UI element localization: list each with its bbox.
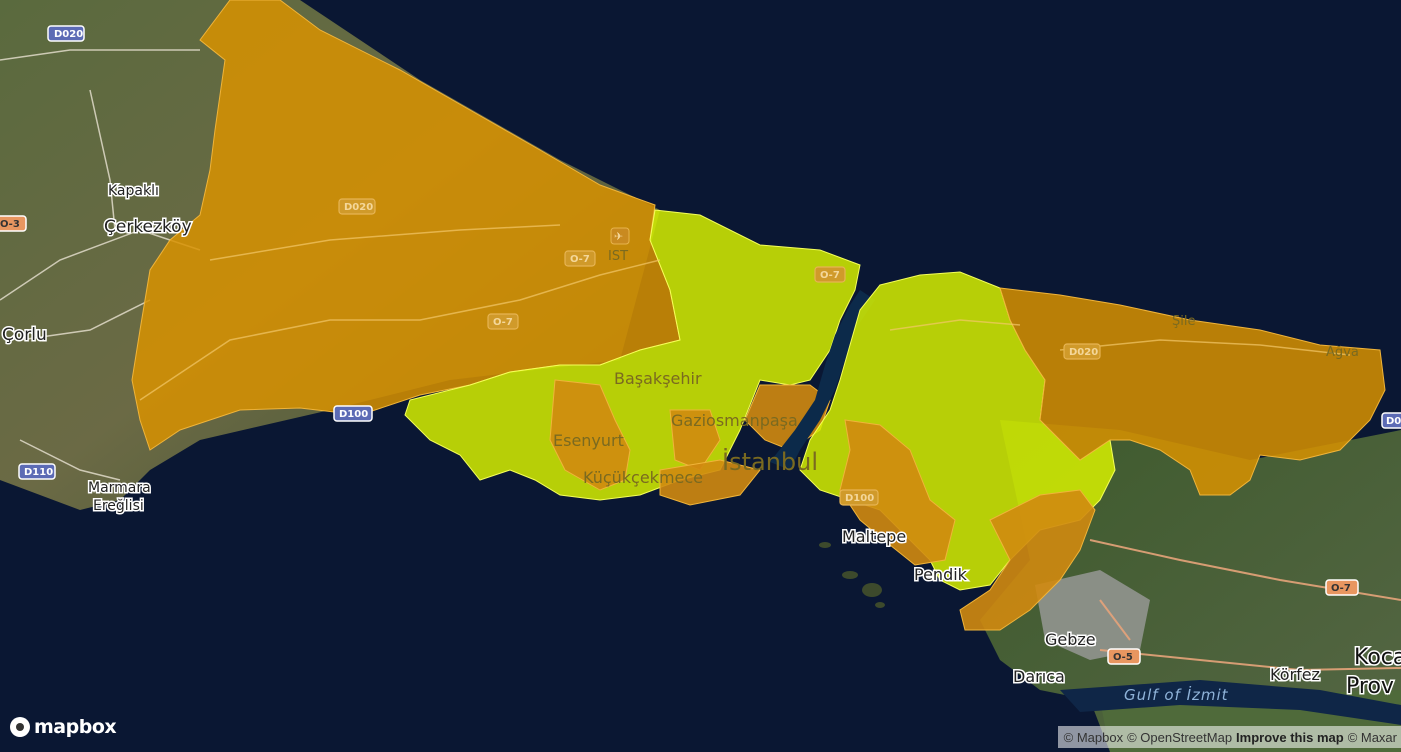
shield-o7-east: O-7 <box>1325 579 1359 596</box>
bosphorus <box>770 290 875 470</box>
shield-d020-e: D020 <box>1063 343 1101 360</box>
svg-text:O-3: O-3 <box>0 219 20 230</box>
label-gebze: Gebze <box>1045 630 1096 649</box>
svg-text:✈: ✈ <box>614 230 623 243</box>
svg-text:O-7: O-7 <box>1331 583 1351 594</box>
region-coast-kucukcekmece <box>659 459 761 506</box>
svg-text:O-7: O-7 <box>820 270 840 281</box>
attribution-osm[interactable]: © OpenStreetMap <box>1127 729 1233 745</box>
label-korfez: Körfez <box>1270 665 1320 684</box>
svg-text:D100: D100 <box>845 493 874 504</box>
airport-icon: ✈ <box>610 227 630 245</box>
attribution-maxar[interactable]: © Maxar <box>1347 729 1397 745</box>
region-roads <box>139 224 1351 401</box>
shield-o7-b: O-7 <box>487 313 519 330</box>
shield-d020-nw: D020 <box>47 25 85 42</box>
region-europe-high <box>131 0 681 451</box>
mapbox-logo-text: mapbox <box>34 716 117 738</box>
label-koca: Koca <box>1354 645 1401 670</box>
label-sile: Şile <box>1172 314 1195 329</box>
svg-text:D020: D020 <box>1069 347 1098 358</box>
shield-o5: O-5 <box>1107 648 1141 665</box>
label-ist: IST <box>608 249 628 264</box>
label-esenyurt: Esenyurt <box>553 431 624 450</box>
region-esenyurt <box>549 379 631 491</box>
svg-text:D020: D020 <box>54 29 83 40</box>
label-corlu: Çorlu <box>2 325 47 345</box>
attribution-mapbox[interactable]: © Mapbox <box>1063 729 1124 745</box>
shield-d0-right: D0 <box>1381 412 1401 429</box>
label-kapakli: Kapaklı <box>108 183 159 199</box>
svg-text:D0: D0 <box>1386 416 1401 427</box>
label-cerkezkoy: Çerkezköy <box>104 217 192 237</box>
region-europe-low <box>404 209 861 501</box>
label-basaksehir: Başakşehir <box>614 369 702 388</box>
gulf-water <box>1060 680 1401 725</box>
svg-text:O-7: O-7 <box>493 317 513 328</box>
region-asia-high-north <box>999 287 1386 496</box>
shield-o7-a: O-7 <box>564 250 596 267</box>
label-marmara: Marmara <box>88 480 151 496</box>
shield-o7-c: O-7 <box>814 266 846 283</box>
mapbox-logo[interactable]: mapbox <box>10 716 117 738</box>
shield-d100-w: D100 <box>333 405 373 422</box>
shield-d110: D110 <box>18 463 56 480</box>
label-kucukcekmece: Küçükçekmece <box>583 468 703 487</box>
attribution-bar: © Mapbox © OpenStreetMap Improve this ma… <box>1057 726 1401 748</box>
label-ereglisi: Ereğlisi <box>93 498 144 514</box>
gebze-urban <box>1035 570 1150 660</box>
region-maltepe <box>839 419 956 566</box>
svg-text:D110: D110 <box>24 467 53 478</box>
region-pendik-tuzla <box>959 489 1096 631</box>
svg-text:O-5: O-5 <box>1113 652 1133 663</box>
label-gulf-izmit: Gulf of İzmit <box>1124 685 1229 704</box>
label-maltepe: Maltepe <box>842 527 906 546</box>
shield-d100-e: D100 <box>839 489 879 506</box>
label-istanbul: İstanbul <box>722 447 818 476</box>
shield-o3: O-3 <box>0 215 27 232</box>
label-prov: Prov <box>1346 674 1394 699</box>
label-agva: Ağva <box>1326 345 1359 360</box>
svg-text:D020: D020 <box>344 202 373 213</box>
mapbox-logo-icon <box>10 717 30 737</box>
improve-map-link[interactable]: Improve this map <box>1236 729 1344 745</box>
region-fatih <box>669 409 721 471</box>
svg-text:O-7: O-7 <box>570 254 590 265</box>
princes-islands <box>819 542 885 608</box>
label-pendik: Pendik <box>914 565 968 584</box>
shield-d020-mid: D020 <box>338 198 376 215</box>
svg-text:D100: D100 <box>339 409 368 420</box>
label-darica: Darıca <box>1013 667 1065 686</box>
label-gaziosmanpasa: Gaziosmanpaşa <box>671 411 798 430</box>
